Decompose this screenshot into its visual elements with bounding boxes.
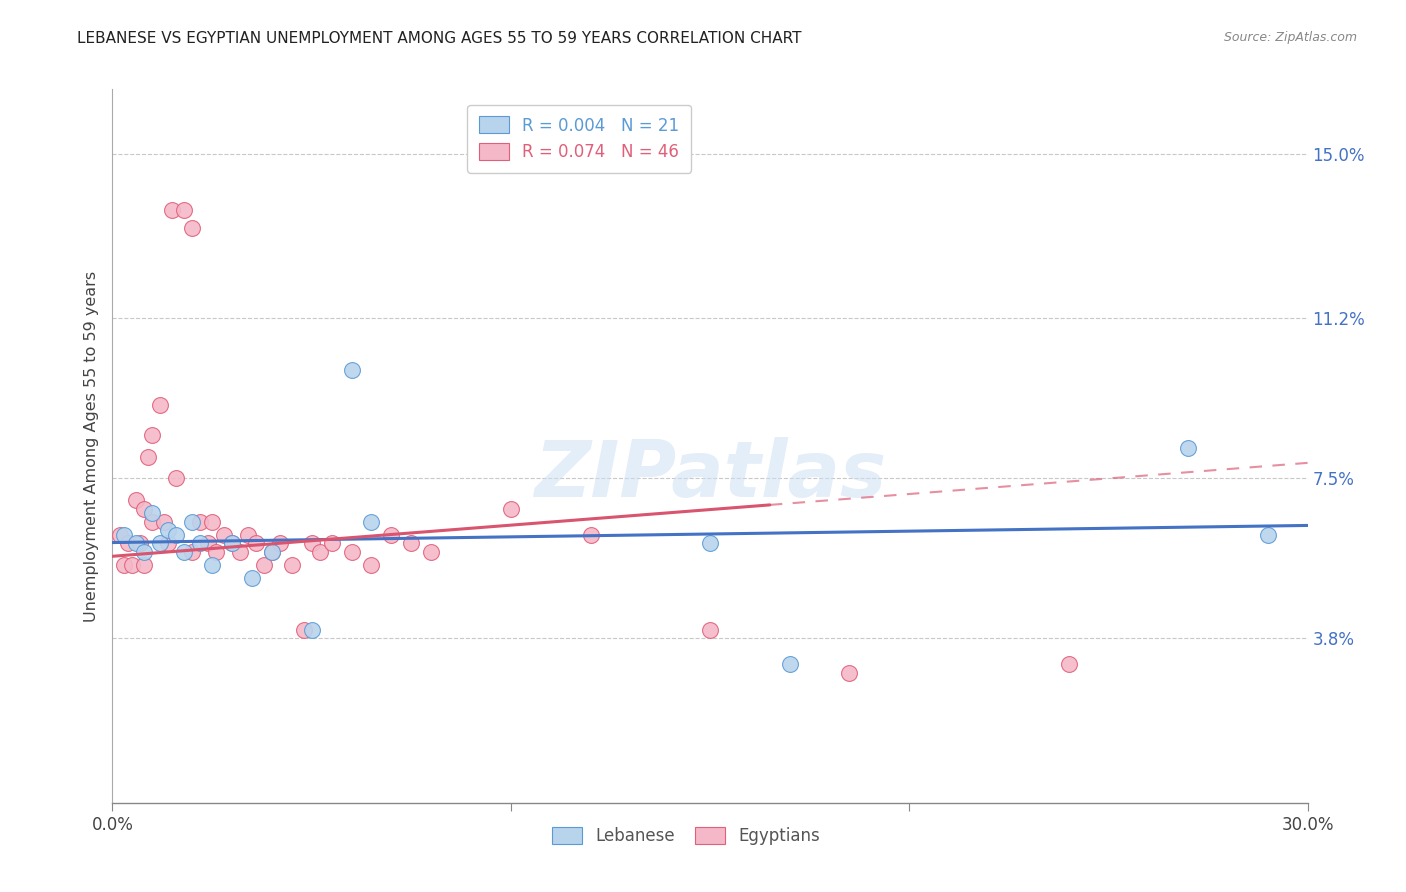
Point [340,545,363,559]
Point [1177,441,1199,455]
Point [114,558,135,572]
Point [340,363,363,377]
Point [162,203,183,218]
Point [401,536,423,550]
Point [134,501,156,516]
Point [253,558,276,572]
Point [141,515,163,529]
Point [301,536,323,550]
Point [301,623,323,637]
Y-axis label: Unemployment Among Ages 55 to 59 years: Unemployment Among Ages 55 to 59 years [83,270,98,622]
Point [114,527,135,541]
Point [141,428,163,442]
Point [838,666,860,681]
Point [173,545,195,559]
Point [221,536,243,550]
Point [197,536,219,550]
Point [173,203,195,218]
Point [149,536,172,550]
Point [201,515,224,529]
Point [420,545,443,559]
Point [779,657,801,672]
Point [281,558,304,572]
Point [181,220,204,235]
Point [380,527,402,541]
Point [360,515,382,529]
Point [201,558,224,572]
Point [153,515,176,529]
Text: Source: ZipAtlas.com: Source: ZipAtlas.com [1223,31,1357,45]
Point [125,536,148,550]
Point [499,501,522,516]
Legend: Lebanese, Egyptians: Lebanese, Egyptians [543,817,830,855]
Point [699,536,721,550]
Point [260,545,283,559]
Point [141,506,163,520]
Point [579,527,602,541]
Point [308,545,330,559]
Point [165,527,187,541]
Point [240,571,263,585]
Point [269,536,291,550]
Point [129,536,152,550]
Text: ZIPatlas: ZIPatlas [534,436,886,513]
Point [138,450,160,464]
Point [165,471,187,485]
Point [134,558,156,572]
Point [134,545,156,559]
Point [205,545,228,559]
Point [117,536,139,550]
Point [699,623,721,637]
Text: LEBANESE VS EGYPTIAN UNEMPLOYMENT AMONG AGES 55 TO 59 YEARS CORRELATION CHART: LEBANESE VS EGYPTIAN UNEMPLOYMENT AMONG … [77,31,801,46]
Point [236,527,259,541]
Point [260,545,283,559]
Point [188,515,211,529]
Point [1057,657,1080,672]
Point [181,545,204,559]
Point [110,527,132,541]
Point [157,524,180,538]
Point [321,536,343,550]
Point [229,545,252,559]
Point [188,536,211,550]
Point [157,536,180,550]
Point [181,515,204,529]
Point [125,493,148,508]
Point [360,558,382,572]
Point [1257,527,1279,541]
Point [221,536,243,550]
Point [121,558,143,572]
Point [292,623,315,637]
Point [149,398,172,412]
Point [245,536,267,550]
Point [212,527,235,541]
